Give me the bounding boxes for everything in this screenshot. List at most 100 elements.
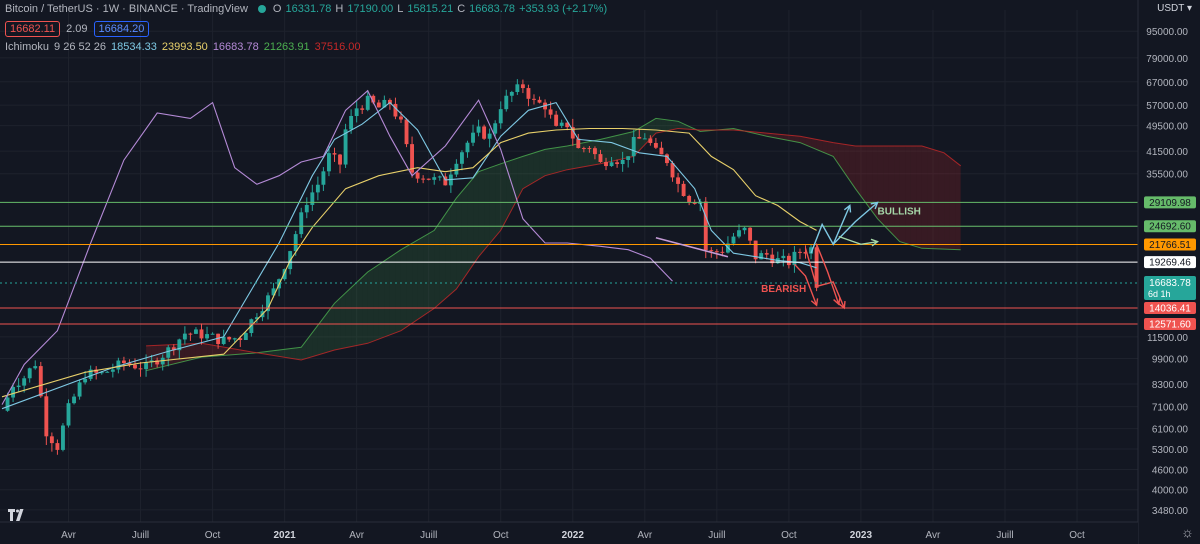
candle-body bbox=[581, 148, 586, 150]
candle-body bbox=[692, 202, 697, 204]
candle-body bbox=[177, 339, 182, 351]
kumo-cloud-segment bbox=[589, 140, 595, 166]
level-tag-box bbox=[1144, 256, 1196, 269]
close-label: C bbox=[457, 3, 466, 15]
kumo-cloud-segment bbox=[777, 134, 784, 140]
candle bbox=[321, 167, 326, 191]
candle-body bbox=[166, 347, 171, 358]
bull-arrow-blue bbox=[810, 204, 852, 254]
candle bbox=[681, 180, 686, 197]
kumo-cloud-segment bbox=[284, 348, 291, 359]
kumo-cloud-segment bbox=[290, 347, 296, 360]
kumo-cloud-segment bbox=[805, 137, 812, 148]
candle bbox=[155, 357, 160, 368]
level-price-tag: 29109.98 bbox=[1144, 196, 1196, 209]
tradingview-logo-icon[interactable] bbox=[8, 508, 26, 522]
sell-button[interactable]: 16682.11 bbox=[5, 21, 61, 37]
settings-gear-icon[interactable]: ☼ bbox=[1181, 524, 1194, 540]
currency-selector[interactable]: USDT ▾ bbox=[1157, 3, 1192, 14]
candle-body bbox=[404, 119, 409, 145]
candle bbox=[476, 119, 481, 137]
bear-arrow-2 bbox=[815, 244, 841, 306]
candle bbox=[365, 90, 370, 112]
kumo-cloud-segment bbox=[184, 343, 191, 362]
kumo-cloud-segment bbox=[439, 214, 446, 304]
kumo-cloud-segment bbox=[877, 145, 884, 225]
time-tick-label: Juill bbox=[420, 530, 437, 541]
kumo-cloud-segment bbox=[312, 325, 318, 357]
kumo-cloud-segment bbox=[356, 277, 363, 346]
indicator-params: 9 26 52 26 bbox=[54, 41, 107, 53]
candle-body bbox=[110, 369, 115, 372]
kumo-cloud-segment bbox=[306, 332, 313, 359]
price-tick-label: 6100.00 bbox=[1152, 425, 1189, 436]
indicator-legend[interactable]: Ichimoku 9 26 52 26 18534.33 23993.50 16… bbox=[5, 41, 360, 53]
candle bbox=[410, 136, 415, 178]
currency-label: USDT bbox=[1157, 3, 1185, 14]
kumo-cloud-segment bbox=[827, 141, 834, 157]
base-value: 23993.50 bbox=[161, 41, 208, 53]
candle-body bbox=[653, 143, 658, 148]
candle-body bbox=[310, 192, 315, 205]
candle-body bbox=[105, 371, 110, 373]
candle-body bbox=[205, 334, 209, 339]
buy-button[interactable]: 16684.20 bbox=[93, 21, 150, 37]
candle-body bbox=[748, 227, 753, 241]
candle-body bbox=[266, 295, 270, 312]
kumo-cloud-segment bbox=[866, 145, 873, 212]
bear-arrow-1 bbox=[804, 248, 846, 310]
kumo-cloud-segment bbox=[489, 165, 496, 244]
indicator-name: Ichimoku bbox=[5, 41, 50, 53]
candle-body bbox=[670, 163, 675, 178]
candle-body bbox=[16, 385, 21, 388]
candle bbox=[764, 249, 769, 260]
candle-body bbox=[626, 156, 631, 160]
candle bbox=[282, 268, 287, 281]
candle-body bbox=[293, 234, 298, 252]
candle bbox=[559, 119, 564, 129]
candle-body bbox=[399, 116, 403, 120]
kumo-cloud-segment bbox=[450, 198, 457, 294]
kumo-cloud-segment bbox=[860, 145, 867, 204]
annotation-label: BULLISH bbox=[878, 206, 921, 217]
candle-body bbox=[770, 254, 775, 264]
candle bbox=[554, 110, 559, 127]
price-tick-label: 8300.00 bbox=[1152, 380, 1189, 391]
candle-body bbox=[714, 251, 719, 253]
candle bbox=[254, 313, 259, 323]
candle-body bbox=[659, 147, 664, 155]
candle bbox=[570, 118, 575, 146]
time-tick-label: Juill bbox=[996, 530, 1013, 541]
candle bbox=[565, 122, 570, 131]
candle bbox=[648, 135, 653, 146]
candle-body bbox=[764, 253, 769, 255]
bull-arrow-green-head bbox=[870, 238, 879, 247]
kumo-cloud-segment bbox=[234, 348, 241, 355]
level-tag-text: 14036.41 bbox=[1149, 303, 1191, 314]
candle bbox=[227, 336, 232, 342]
spread-value: 2.09 bbox=[66, 23, 88, 35]
kumo-cloud-segment bbox=[561, 145, 568, 172]
span-a-line bbox=[145, 117, 961, 372]
candle bbox=[415, 171, 420, 183]
candle-body bbox=[598, 154, 603, 162]
candle bbox=[731, 232, 736, 246]
kumo-cloud-segment bbox=[639, 124, 645, 151]
candle-body bbox=[592, 148, 597, 155]
candle-body bbox=[83, 378, 88, 383]
kumo-cloud-segment bbox=[151, 345, 158, 370]
time-axis bbox=[0, 522, 1138, 544]
candle-body bbox=[66, 403, 71, 426]
kumo-cloud-segment bbox=[567, 144, 573, 170]
candle-body bbox=[227, 336, 232, 340]
candle bbox=[676, 172, 680, 193]
price-tick-label: 4000.00 bbox=[1152, 486, 1189, 497]
kumo-cloud-segment bbox=[528, 152, 534, 186]
candle-body bbox=[620, 159, 625, 165]
candle-body bbox=[332, 153, 337, 155]
candle bbox=[38, 361, 43, 398]
candle bbox=[88, 365, 93, 381]
kumo-cloud-segment bbox=[279, 349, 285, 358]
kumo-cloud-segment bbox=[838, 143, 845, 173]
